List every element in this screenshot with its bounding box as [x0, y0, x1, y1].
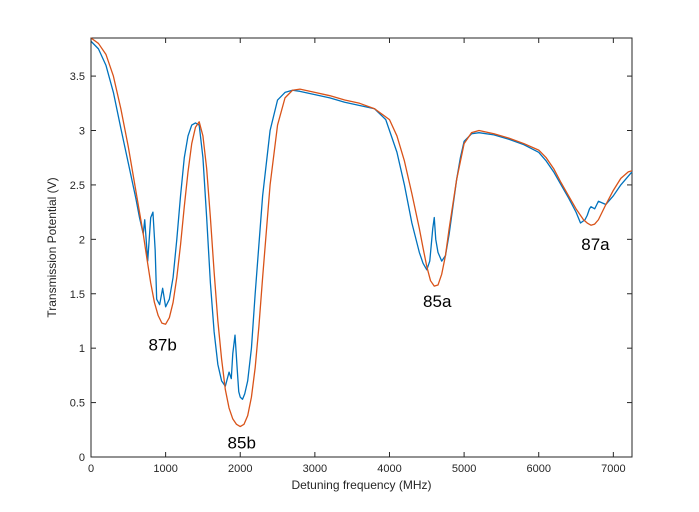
x-tick-label: 6000 [526, 463, 550, 475]
x-tick-label: 2000 [228, 463, 252, 475]
y-axis-label: Transmission Potential (V) [45, 177, 59, 317]
ticks-layer: 0 1000 2000 3000 4000 5000 6000 7000 0 0.5 1 1.5 2 2.… [70, 38, 632, 475]
peak-label-85a: 85a [423, 292, 452, 311]
peak-label-87b: 87b [148, 335, 176, 354]
x-tick-label: 5000 [452, 463, 476, 475]
y-tick-label: 0 [79, 452, 85, 464]
series-line-2 [90, 37, 633, 428]
x-tick-label: 4000 [377, 463, 401, 475]
axes-box [90, 37, 633, 458]
x-axis-label: Detuning frequency (MHz) [291, 478, 431, 492]
peak-label-87a: 87a [581, 235, 610, 254]
annotations-layer: 87b 85b 85a 87a [148, 235, 610, 452]
x-tick-label: 1000 [153, 463, 177, 475]
y-tick-label: 3.5 [70, 71, 85, 83]
y-tick-label: 2 [79, 234, 85, 246]
y-tick-label: 0.5 [70, 398, 85, 410]
y-tick-label: 1 [79, 343, 85, 355]
y-tick-label: 3 [79, 126, 85, 138]
y-tick-label: 1.5 [70, 289, 85, 301]
series-layer [90, 37, 633, 428]
x-tick-label: 7000 [601, 463, 625, 475]
plot-area: 0 1000 2000 3000 4000 5000 6000 7000 0 0.5 1 1.5 2 2.… [70, 37, 633, 475]
x-tick-label: 0 [88, 463, 94, 475]
peak-label-85b: 85b [228, 433, 256, 452]
series-line-1 [90, 40, 633, 400]
y-tick-label: 2.5 [70, 180, 85, 192]
x-tick-label: 3000 [303, 463, 327, 475]
